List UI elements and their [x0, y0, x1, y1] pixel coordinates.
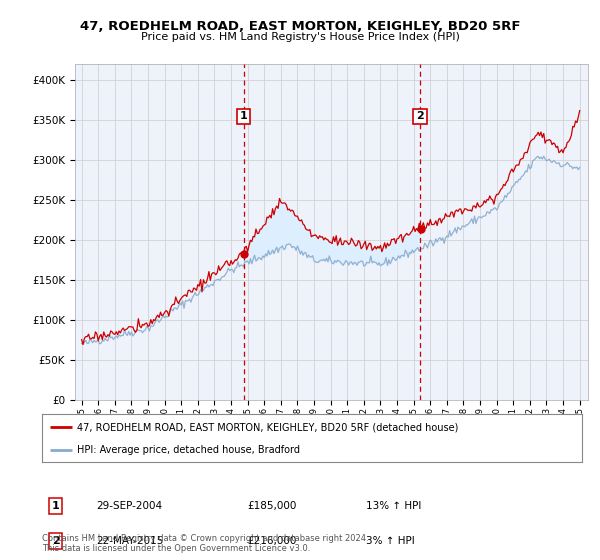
- Text: HPI: Average price, detached house, Bradford: HPI: Average price, detached house, Brad…: [77, 445, 300, 455]
- Text: 47, ROEDHELM ROAD, EAST MORTON, KEIGHLEY, BD20 5RF (detached house): 47, ROEDHELM ROAD, EAST MORTON, KEIGHLEY…: [77, 422, 458, 432]
- Text: £216,000: £216,000: [247, 536, 296, 546]
- Text: 2: 2: [52, 536, 59, 546]
- Text: 3% ↑ HPI: 3% ↑ HPI: [366, 536, 415, 546]
- Text: 2: 2: [416, 111, 424, 122]
- Text: 22-MAY-2015: 22-MAY-2015: [96, 536, 163, 546]
- Text: 1: 1: [239, 111, 247, 122]
- Text: Price paid vs. HM Land Registry's House Price Index (HPI): Price paid vs. HM Land Registry's House …: [140, 32, 460, 43]
- Text: 1: 1: [52, 501, 59, 511]
- Text: 13% ↑ HPI: 13% ↑ HPI: [366, 501, 421, 511]
- Text: £185,000: £185,000: [247, 501, 296, 511]
- Text: 29-SEP-2004: 29-SEP-2004: [96, 501, 162, 511]
- Text: 47, ROEDHELM ROAD, EAST MORTON, KEIGHLEY, BD20 5RF: 47, ROEDHELM ROAD, EAST MORTON, KEIGHLEY…: [80, 20, 520, 32]
- Text: Contains HM Land Registry data © Crown copyright and database right 2024.
This d: Contains HM Land Registry data © Crown c…: [42, 534, 368, 553]
